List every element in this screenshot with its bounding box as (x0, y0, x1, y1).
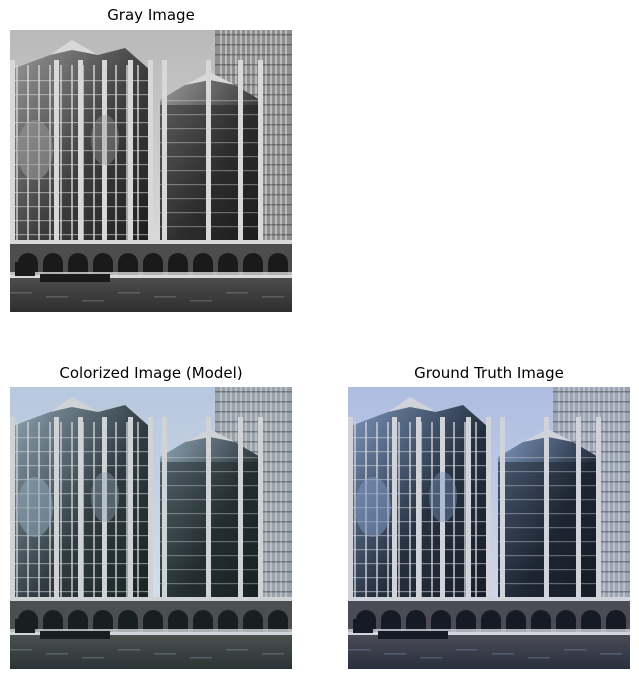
ground-truth-image (348, 387, 630, 669)
gray-image (10, 30, 292, 312)
colorized-image (10, 387, 292, 669)
colorized-image-title: Colorized Image (Model) (59, 364, 243, 382)
gray-image-title: Gray Image (107, 6, 195, 24)
ground-truth-image-title: Ground Truth Image (414, 364, 564, 382)
